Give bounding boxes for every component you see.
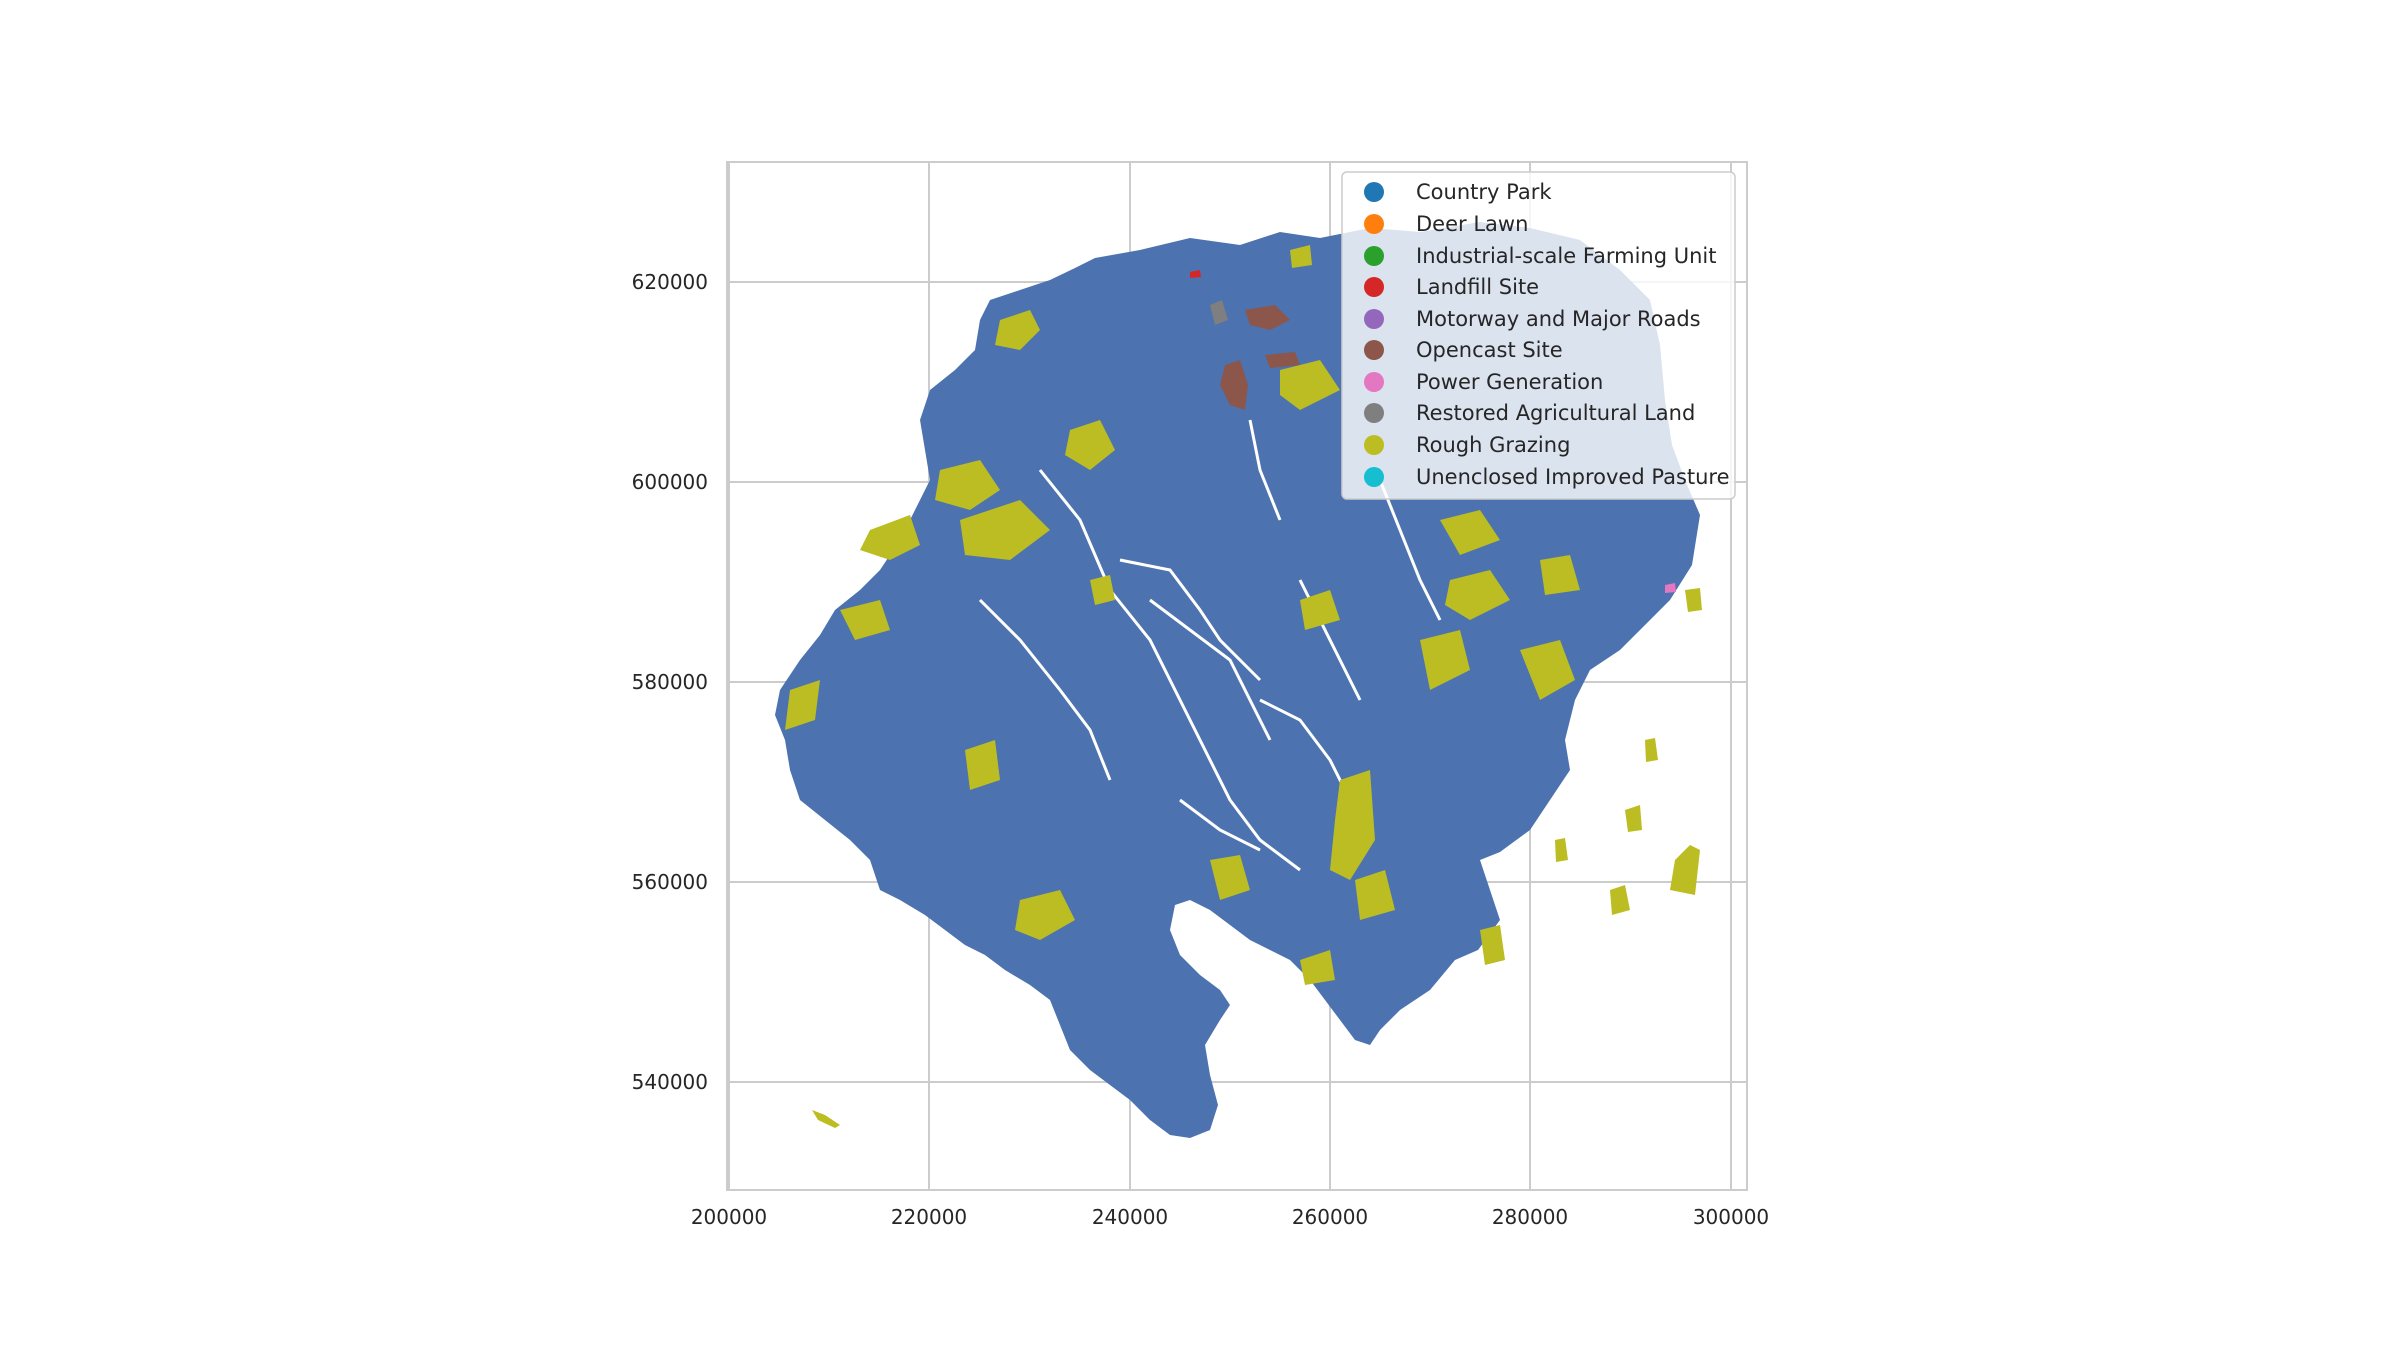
legend-marker: [1364, 214, 1384, 234]
legend-marker: [1364, 435, 1384, 455]
x-tick-220000: 220000: [891, 1205, 967, 1229]
rough-grazing-patches: [785, 245, 1702, 1128]
legend-item: Power Generation: [1364, 370, 1603, 394]
legend-marker: [1364, 340, 1384, 360]
legend-label: Restored Agricultural Land: [1416, 401, 1695, 425]
x-tick-200000: 200000: [691, 1205, 767, 1229]
landfill-patch: [1190, 270, 1201, 278]
legend-box: [1341, 171, 1736, 500]
legend-item: Restored Agricultural Land: [1364, 401, 1695, 425]
legend-label: Motorway and Major Roads: [1416, 307, 1701, 331]
legend-item: Landfill Site: [1364, 275, 1539, 299]
x-tick-240000: 240000: [1092, 1205, 1168, 1229]
legend-label: Opencast Site: [1416, 338, 1563, 362]
power-generation-patch: [1665, 583, 1676, 593]
legend-marker: [1364, 309, 1384, 329]
restored-agricultural-patch: [1210, 300, 1228, 325]
legend-marker: [1364, 182, 1384, 202]
legend-item: Industrial-scale Farming Unit: [1364, 244, 1717, 268]
legend-label: Deer Lawn: [1416, 212, 1528, 236]
y-tick-560000: 560000: [632, 870, 708, 894]
legend-marker: [1364, 372, 1384, 392]
opencast-patches: [1220, 305, 1300, 410]
legend-label: Industrial-scale Farming Unit: [1416, 244, 1717, 268]
x-tick-labels: 200000 220000 240000 260000 280000 30000…: [691, 1205, 1769, 1229]
legend-item: Motorway and Major Roads: [1364, 307, 1701, 331]
legend-item: Rough Grazing: [1364, 433, 1570, 457]
legend: Country Park Deer Lawn Industrial-scale …: [1341, 171, 1736, 500]
legend-marker: [1364, 277, 1384, 297]
legend-label: Landfill Site: [1416, 275, 1539, 299]
legend-label: Power Generation: [1416, 370, 1603, 394]
y-tick-labels: 620000 600000 580000 560000 540000: [632, 270, 708, 1094]
x-tick-260000: 260000: [1292, 1205, 1368, 1229]
y-tick-540000: 540000: [632, 1070, 708, 1094]
legend-marker: [1364, 403, 1384, 423]
legend-label: Rough Grazing: [1416, 433, 1570, 457]
legend-marker: [1364, 467, 1384, 487]
legend-item: Opencast Site: [1364, 338, 1563, 362]
legend-marker: [1364, 246, 1384, 266]
y-tick-580000: 580000: [632, 670, 708, 694]
legend-item: Country Park: [1364, 180, 1552, 204]
x-tick-280000: 280000: [1492, 1205, 1568, 1229]
legend-item: Unenclosed Improved Pasture: [1364, 465, 1730, 489]
x-tick-300000: 300000: [1693, 1205, 1769, 1229]
legend-label: Unenclosed Improved Pasture: [1416, 465, 1730, 489]
y-tick-620000: 620000: [632, 270, 708, 294]
legend-item: Deer Lawn: [1364, 212, 1528, 236]
legend-label: Country Park: [1416, 180, 1552, 204]
y-tick-600000: 600000: [632, 470, 708, 494]
